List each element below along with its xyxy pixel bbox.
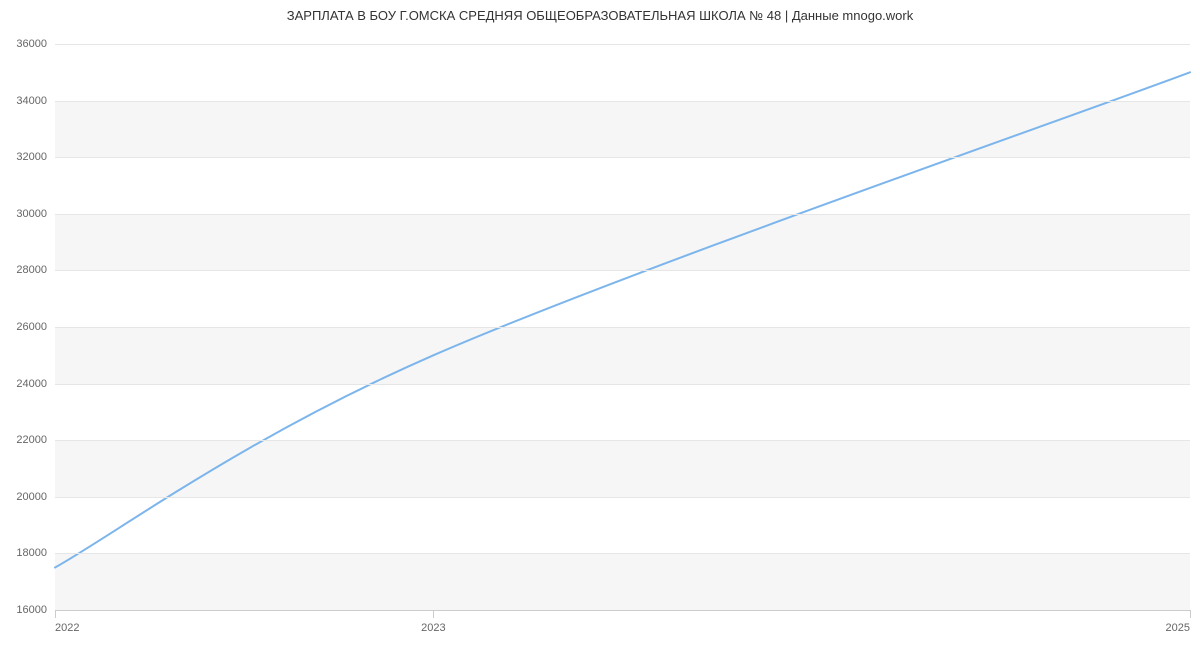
y-tick-label: 26000 [16,321,47,333]
y-gridline [55,270,1190,271]
y-gridline [55,101,1190,102]
y-tick-label: 34000 [16,95,47,107]
y-tick-label: 32000 [16,151,47,163]
y-tick-label: 18000 [16,547,47,559]
y-tick-label: 24000 [16,378,47,390]
y-gridline [55,157,1190,158]
x-tick [433,610,434,618]
x-tick-label: 2025 [1166,622,1190,634]
y-tick-label: 20000 [16,491,47,503]
y-gridline [55,553,1190,554]
x-axis-line [55,610,1190,611]
y-tick-label: 22000 [16,434,47,446]
y-gridline [55,214,1190,215]
y-gridline [55,44,1190,45]
y-tick-label: 36000 [16,38,47,50]
x-tick-label: 2023 [421,622,445,634]
x-tick [55,610,56,618]
y-tick-label: 30000 [16,208,47,220]
y-gridline [55,384,1190,385]
y-tick-label: 16000 [16,604,47,616]
y-gridline [55,327,1190,328]
x-tick [1190,610,1191,618]
y-gridline [55,497,1190,498]
y-tick-label: 28000 [16,264,47,276]
plot-area: 1600018000200002200024000260002800030000… [55,44,1190,610]
x-tick-label: 2022 [55,622,79,634]
y-gridline [55,440,1190,441]
salary-line-chart: ЗАРПЛАТА В БОУ Г.ОМСКА СРЕДНЯЯ ОБЩЕОБРАЗ… [0,0,1200,650]
chart-title: ЗАРПЛАТА В БОУ Г.ОМСКА СРЕДНЯЯ ОБЩЕОБРАЗ… [0,8,1200,23]
